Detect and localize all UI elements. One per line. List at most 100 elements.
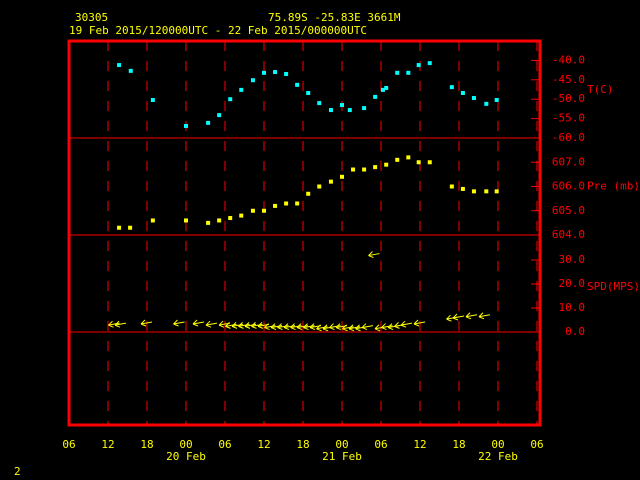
y-tick-label: 607.0 — [552, 155, 585, 168]
x-tick-label: 12 — [101, 438, 114, 451]
x-tick-label: 18 — [452, 438, 465, 451]
time-period: 19 Feb 2015/120000UTC - 22 Feb 2015/0000… — [69, 24, 367, 37]
data-point — [284, 201, 289, 206]
data-point — [317, 184, 322, 189]
data-point — [217, 218, 222, 223]
data-point — [395, 157, 400, 162]
x-tick-label: 00 — [491, 438, 504, 451]
wind-arrow — [381, 323, 393, 331]
data-point — [284, 71, 289, 76]
data-point — [380, 87, 385, 92]
data-point — [273, 70, 278, 75]
wind-arrow — [192, 319, 205, 327]
wind-arrow — [140, 319, 153, 327]
data-point — [295, 82, 300, 87]
data-point — [362, 106, 367, 111]
data-point — [416, 160, 421, 165]
data-point — [128, 225, 133, 230]
wind-arrow — [173, 319, 185, 327]
data-point — [384, 85, 389, 90]
frame — [67, 39, 542, 427]
wind-arrow — [361, 323, 374, 331]
x-tick-label: 18 — [296, 438, 309, 451]
wind-arrow — [465, 312, 478, 320]
data-point — [184, 123, 188, 128]
station-id: 30305 — [75, 11, 108, 24]
data-point — [460, 186, 465, 191]
data-point — [328, 179, 333, 184]
data-point — [362, 167, 367, 172]
data-point — [306, 191, 311, 196]
data-point — [262, 208, 266, 213]
x-tick-label: 00 — [179, 438, 192, 451]
date-label: 21 Feb — [322, 450, 362, 463]
data-point — [250, 208, 255, 213]
y-tick-label: 0.0 — [565, 325, 585, 338]
x-tick-label: 00 — [335, 438, 348, 451]
wind-arrow — [303, 323, 315, 331]
data-point — [351, 167, 356, 172]
station-location: 75.89S -25.83E 3661M — [268, 11, 401, 24]
wind-arrow — [264, 323, 276, 331]
data-point — [484, 189, 489, 194]
y-tick-label: -50.0 — [552, 92, 585, 105]
data-point — [347, 108, 352, 113]
wind-arrow — [413, 319, 426, 327]
data-point — [340, 103, 344, 108]
data-point — [328, 108, 333, 113]
x-tick-label: 12 — [257, 438, 270, 451]
data-point — [239, 213, 244, 218]
y-tick-label: -45.0 — [552, 73, 585, 86]
data-point — [295, 201, 300, 206]
data-point — [406, 70, 411, 75]
data-point — [373, 165, 378, 170]
y-tick-label: 10.0 — [559, 301, 586, 314]
data-point — [484, 101, 489, 106]
data-point — [449, 85, 454, 90]
data-point — [340, 174, 344, 179]
data-point — [494, 97, 499, 102]
wind-arrow — [296, 323, 309, 331]
date-label: 22 Feb — [478, 450, 518, 463]
wind-arrow — [108, 320, 120, 328]
y-tick-label: 20.0 — [559, 277, 586, 290]
wind-arrow — [270, 323, 283, 331]
data-point — [150, 218, 155, 223]
wind-arrow — [329, 323, 341, 331]
data-point — [217, 113, 222, 118]
data-point — [494, 189, 499, 194]
data-point — [471, 96, 476, 101]
data-point — [317, 101, 322, 106]
data-point — [416, 63, 421, 68]
wind-arrow — [244, 322, 257, 329]
y-axis-label: T(C) — [587, 83, 614, 96]
data-point — [150, 97, 155, 102]
y-tick-label: -55.0 — [552, 112, 585, 125]
data-point — [373, 94, 378, 99]
data-point — [427, 61, 432, 66]
wind-arrow — [316, 324, 328, 332]
wind-arrow — [114, 320, 127, 328]
data-point — [427, 160, 432, 165]
data-point — [273, 203, 278, 208]
x-tick-label: 06 — [374, 438, 387, 451]
data-point — [228, 216, 233, 221]
y-tick-label: 604.0 — [552, 228, 585, 241]
page-number: 2 — [14, 465, 21, 478]
data-point — [460, 90, 465, 95]
data-point — [395, 70, 400, 75]
y-tick-label: 606.0 — [552, 180, 585, 193]
data-point — [206, 220, 211, 225]
data-point — [384, 162, 389, 167]
y-tick-label: 30.0 — [559, 253, 586, 266]
data-point — [262, 70, 266, 75]
wind-arrow — [342, 324, 354, 332]
data-point — [306, 90, 311, 95]
wind-arrow — [478, 312, 491, 320]
data-point — [117, 225, 122, 230]
x-tick-label: 18 — [140, 438, 153, 451]
x-tick-label: 06 — [218, 438, 231, 451]
wind-arrow — [283, 323, 296, 331]
